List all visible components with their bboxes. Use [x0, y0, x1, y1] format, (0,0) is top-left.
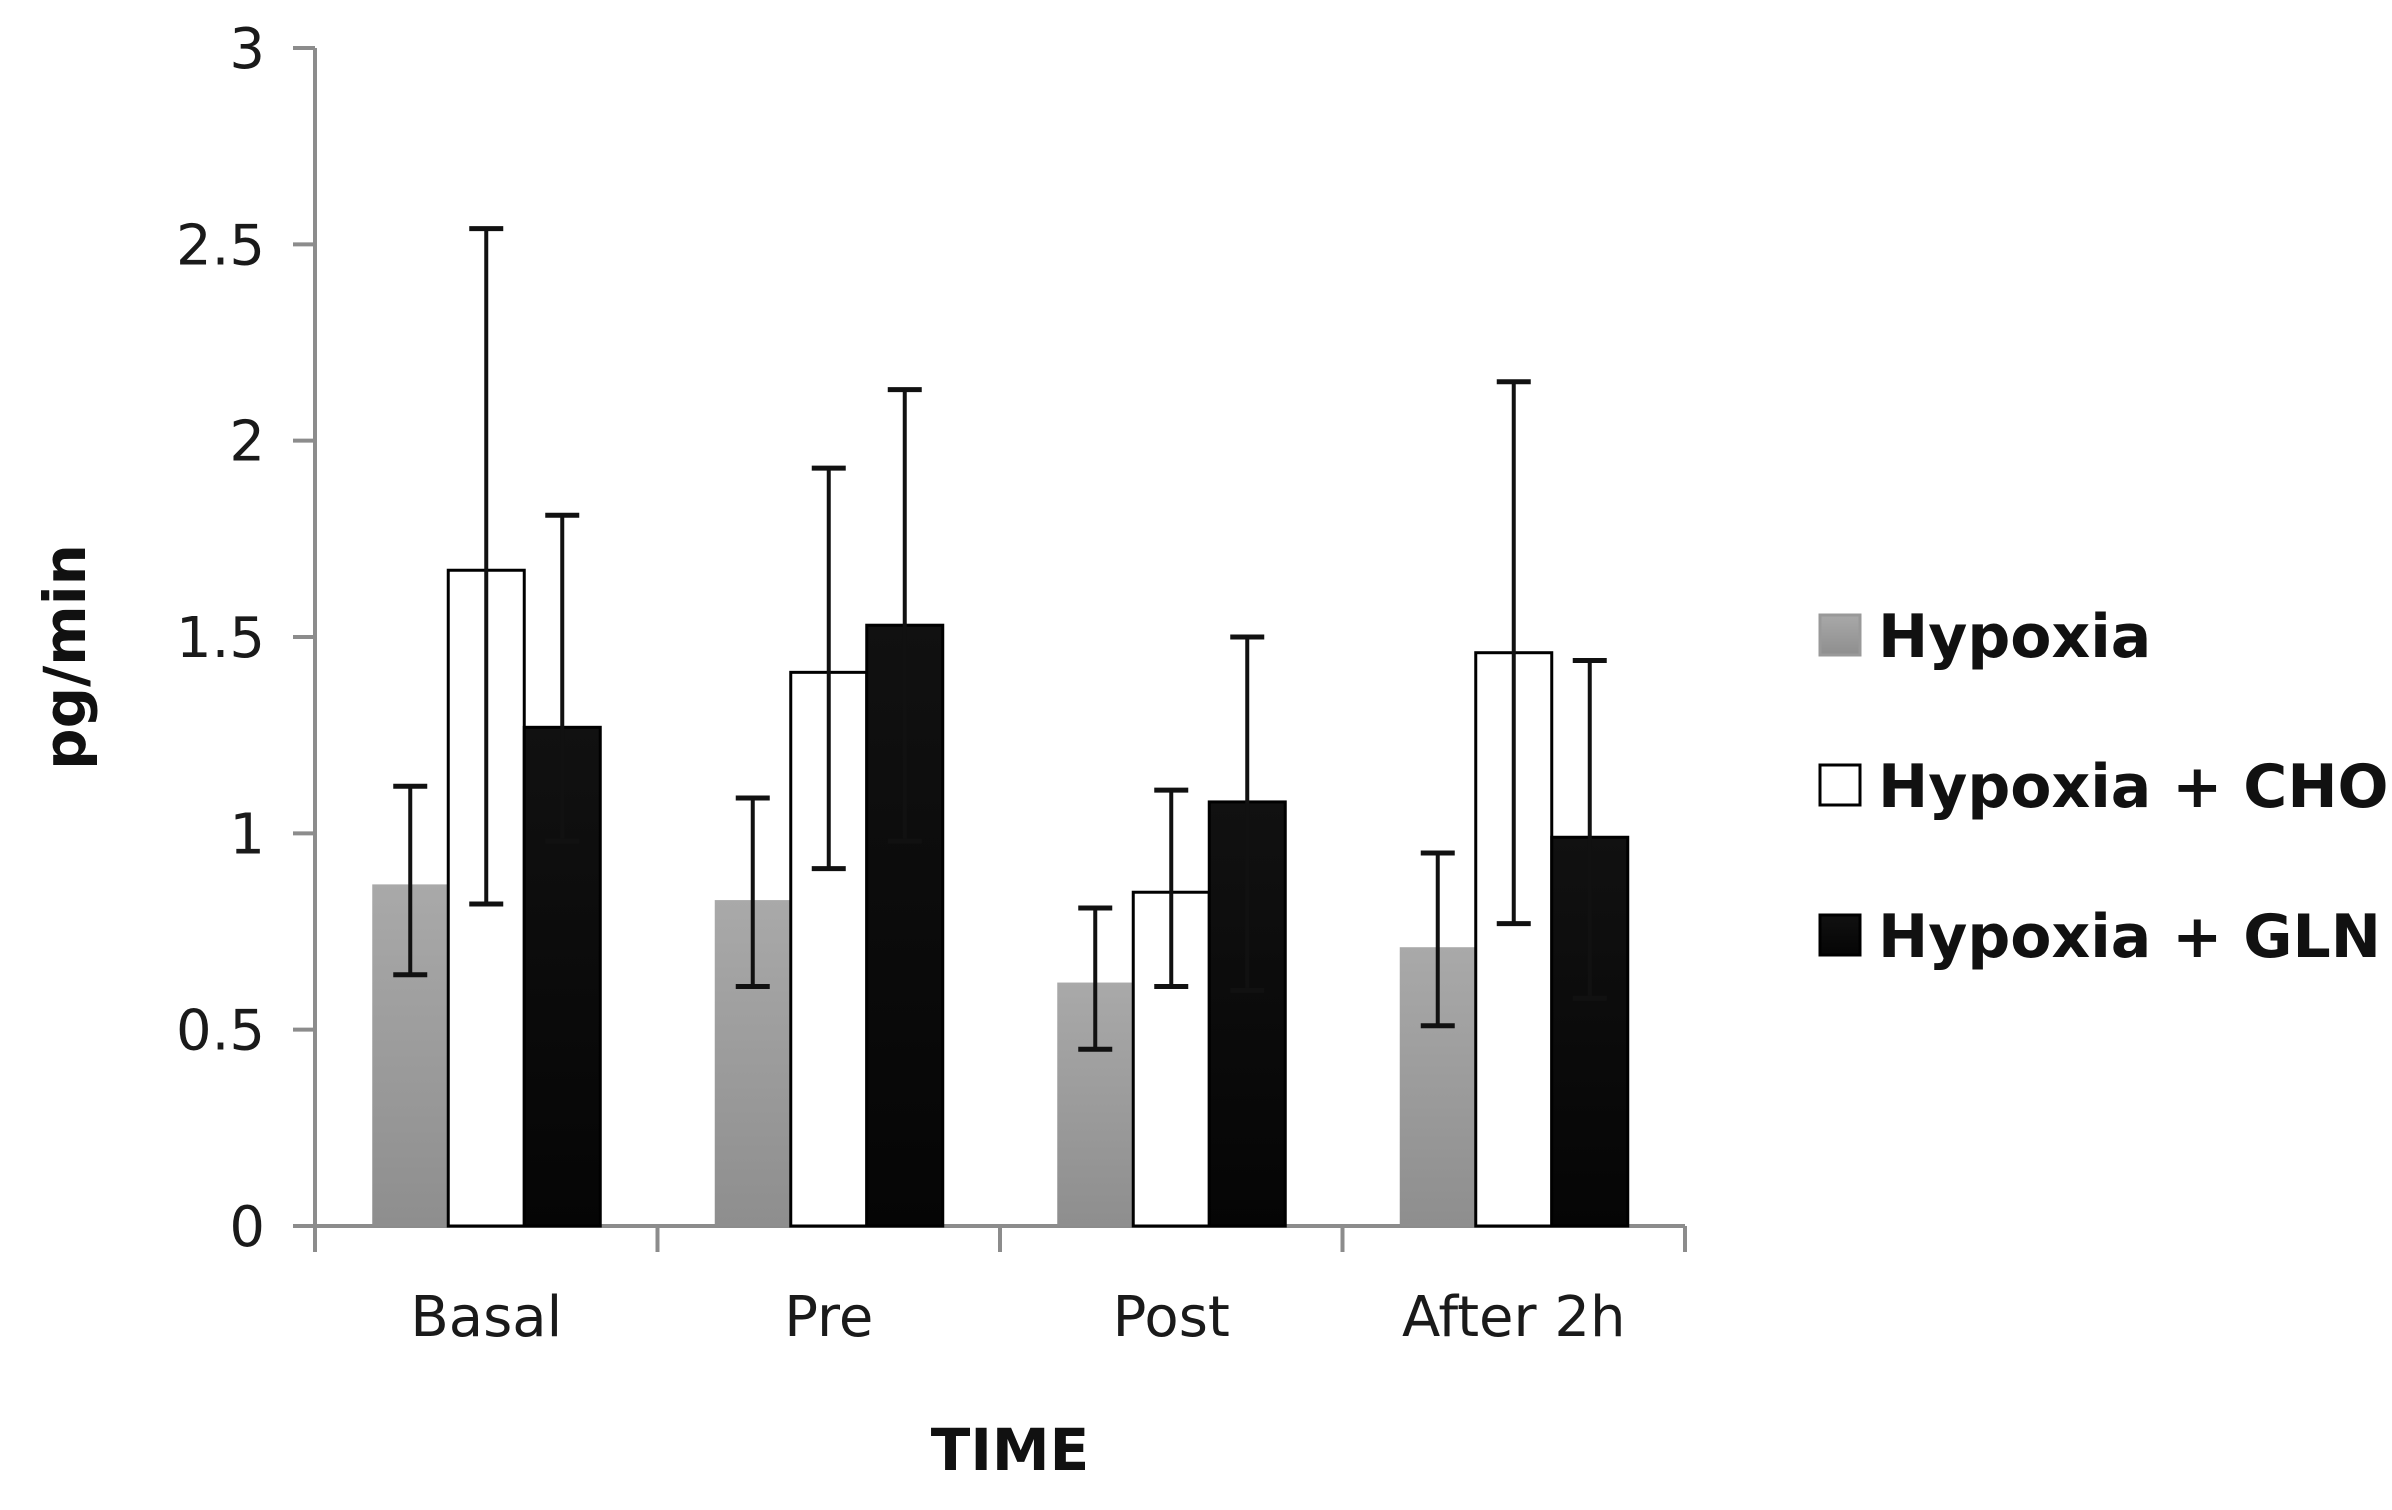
legend-label: Hypoxia — [1878, 602, 2151, 672]
legend-swatch — [1818, 613, 1862, 657]
y-tick-label: 2 — [229, 410, 265, 475]
x-tick-label: Pre — [784, 1285, 873, 1350]
y-tick-label: 2.5 — [176, 213, 265, 278]
y-axis-title: pg/min — [31, 544, 99, 770]
bar — [522, 725, 602, 1228]
y-tick-label: 3 — [229, 17, 265, 82]
x-tick-label: After 2h — [1402, 1285, 1625, 1350]
bar — [1474, 651, 1554, 1228]
error-bars — [393, 226, 1607, 1052]
bar — [1131, 890, 1211, 1228]
x-tick-label: Basal — [410, 1285, 562, 1350]
legend: Hypoxia Hypoxia + CHO Hypoxia + GLN — [1818, 602, 2389, 972]
y-tick-label: 0 — [229, 1195, 265, 1260]
y-tick-label: 1 — [229, 802, 265, 867]
y-tick-label: 1.5 — [176, 606, 265, 671]
axis-labels: 0 0.5 1 1.5 2 2.5 3 Basal Pre Post After 2h TIME pg/… — [31, 17, 1625, 1484]
bar — [865, 623, 945, 1228]
x-tick-label: Post — [1113, 1285, 1230, 1350]
y-tick-label: 0.5 — [176, 999, 265, 1064]
bars — [372, 568, 1630, 1228]
x-axis-title: TIME — [931, 1416, 1089, 1484]
legend-label: Hypoxia + GLN — [1878, 902, 2381, 972]
legend-swatch — [1818, 913, 1862, 957]
legend-label: Hypoxia + CHO — [1878, 752, 2389, 822]
legend-swatch — [1818, 763, 1862, 807]
